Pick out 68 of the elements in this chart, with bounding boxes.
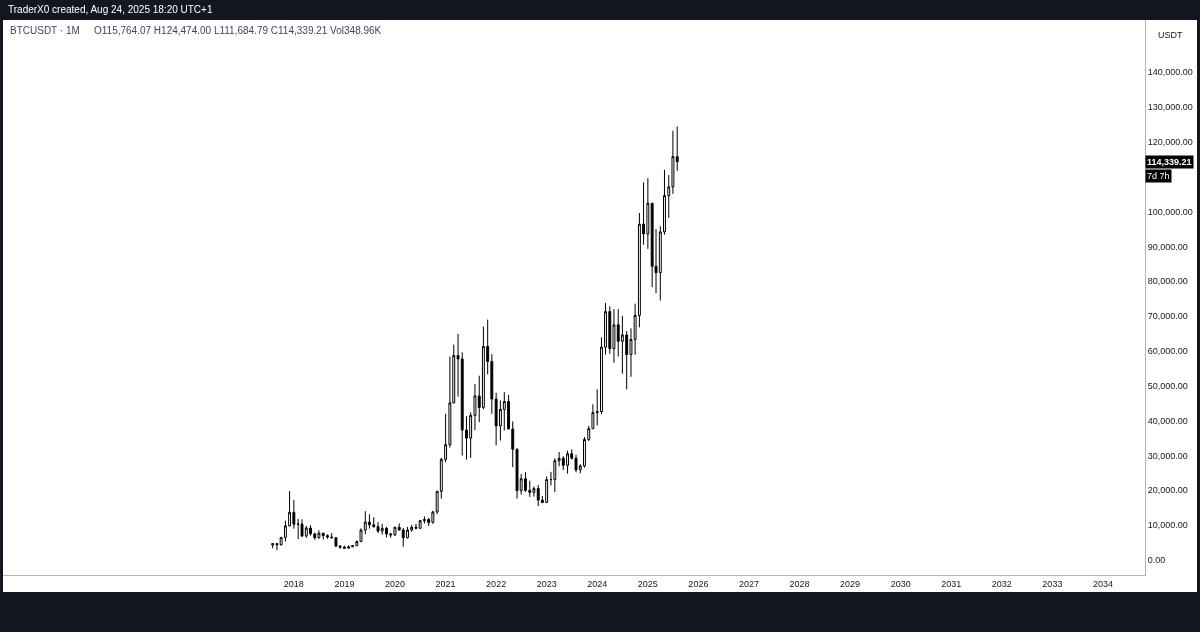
x-tick-label: 2018 xyxy=(283,578,304,589)
candlestick xyxy=(326,533,329,540)
candlestick xyxy=(536,484,540,507)
x-tick-label: 2034 xyxy=(1092,578,1113,589)
x-tick-label: 2020 xyxy=(384,578,405,589)
y-tick-label: 0.00 xyxy=(1147,555,1166,566)
x-tick-label: 2031 xyxy=(941,578,962,589)
candlestick xyxy=(351,545,355,548)
candlestick xyxy=(317,529,321,540)
y-tick-label: 120,000.00 xyxy=(1147,137,1193,148)
x-tick-label: 2027 xyxy=(738,578,759,589)
candlestick xyxy=(418,519,422,530)
candlestick xyxy=(347,544,351,549)
y-tick-label: 50,000.00 xyxy=(1147,380,1188,391)
y-axis-title: USDT xyxy=(1158,30,1183,40)
candlestick xyxy=(612,308,616,364)
candlestick xyxy=(553,457,557,493)
x-tick-label: 2024 xyxy=(587,578,608,589)
text: 7d 7h xyxy=(1147,171,1170,181)
x-tick-label: 2030 xyxy=(890,578,911,589)
x-tick-label: 2033 xyxy=(1042,578,1063,589)
candlestick xyxy=(524,471,527,493)
x-tick-label: 2019 xyxy=(334,578,355,589)
candlestick xyxy=(557,451,561,467)
candlestick xyxy=(300,518,304,538)
candlestick xyxy=(296,518,300,540)
x-tick-label: 2023 xyxy=(536,578,557,589)
candlestick xyxy=(393,526,397,537)
y-tick-label: 10,000.00 xyxy=(1147,520,1188,531)
candlestick xyxy=(646,177,650,250)
x-tick-label: 2029 xyxy=(840,578,861,589)
y-tick-label: 80,000.00 xyxy=(1147,276,1188,287)
candlestick xyxy=(545,475,549,504)
candlestick xyxy=(431,510,435,525)
candlestick xyxy=(372,516,376,529)
y-tick-label: 100,000.00 xyxy=(1147,206,1193,217)
candlestick xyxy=(385,526,388,538)
y-tick-label: 70,000.00 xyxy=(1147,311,1188,322)
x-tick-label: 2028 xyxy=(789,578,810,589)
candlestick xyxy=(380,523,384,536)
text: BTCUSDT · 1M xyxy=(10,25,80,36)
y-tick-label: 140,000.00 xyxy=(1147,67,1193,78)
y-tick-label: 20,000.00 xyxy=(1147,485,1188,496)
text: TraderX0 created, Aug 24, 2025 18:20 UTC+1 xyxy=(8,4,213,15)
x-tick-label: 2021 xyxy=(435,578,456,589)
y-tick-label: 60,000.00 xyxy=(1147,346,1188,357)
candlestick xyxy=(271,543,275,549)
candlestick xyxy=(368,513,371,530)
y-tick-label: 90,000.00 xyxy=(1147,241,1188,252)
candlestick xyxy=(414,523,418,530)
text: 114,339.21 xyxy=(1147,157,1192,167)
y-tick-label: 40,000.00 xyxy=(1147,415,1188,426)
y-tick-label: 130,000.00 xyxy=(1147,102,1193,113)
candlestick xyxy=(494,392,498,446)
x-tick-label: 2025 xyxy=(637,578,658,589)
candlestick xyxy=(376,521,380,534)
y-tick-label: 30,000.00 xyxy=(1147,450,1188,461)
candlestick xyxy=(342,545,346,550)
candlestick xyxy=(561,455,565,471)
candlestick xyxy=(401,527,405,548)
candlestick xyxy=(309,524,312,537)
x-tick-label: 2032 xyxy=(991,578,1012,589)
x-tick-label: 2026 xyxy=(688,578,709,589)
x-tick-label: 2022 xyxy=(486,578,507,589)
candlestick xyxy=(334,536,338,548)
text: O115,764.07 H124,474.00 L111,684.79 C114,339.21 Vol348.96K xyxy=(94,25,382,36)
candlestick xyxy=(321,532,325,540)
candlestick xyxy=(566,450,570,475)
